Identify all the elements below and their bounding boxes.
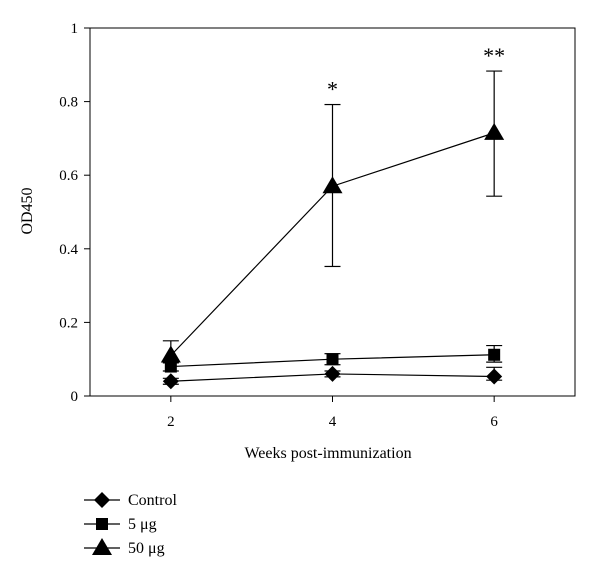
square-series-point	[326, 353, 339, 366]
square-series-point	[488, 348, 501, 361]
x-tick-label: 4	[329, 414, 337, 430]
y-tick-label: 1	[71, 21, 79, 37]
legend-square-icon	[96, 518, 108, 530]
legend-diamond-icon	[94, 492, 110, 508]
x-tick-label: 6	[490, 414, 498, 430]
legend-label: Control	[128, 492, 177, 509]
x-tick-label: 2	[167, 414, 175, 430]
triangle-series-point	[322, 176, 343, 194]
triangle-series-point	[484, 122, 505, 140]
legend-entry: 50 μg	[84, 538, 165, 557]
diamond-series-point	[486, 368, 503, 385]
legend-label: 5 μg	[128, 516, 157, 533]
square-series-point	[164, 360, 177, 373]
diamond-series-point	[162, 373, 179, 390]
triangle-series-point	[160, 345, 181, 363]
plot-area: 00.20.40.60.812 4 6***	[59, 21, 576, 430]
legend: Control 5 μg 50 μg	[84, 492, 177, 557]
legend-entry: 5 μg	[84, 516, 157, 533]
y-tick-label: 0.8	[59, 95, 78, 111]
legend-triangle-icon	[92, 538, 112, 555]
significance-marker: **	[483, 43, 505, 68]
legend-entry: Control	[84, 492, 177, 509]
y-axis-label: OD450	[19, 187, 36, 234]
significance-marker: *	[327, 77, 338, 102]
y-tick-label: 0	[71, 389, 79, 405]
legend-label: 50 μg	[128, 540, 165, 557]
y-tick-label: 0.6	[59, 168, 78, 184]
y-tick-label: 0.2	[59, 315, 78, 331]
y-tick-label: 0.4	[59, 242, 78, 258]
diamond-series-point	[324, 365, 341, 382]
x-axis-label: Weeks post-immunization	[244, 445, 411, 462]
